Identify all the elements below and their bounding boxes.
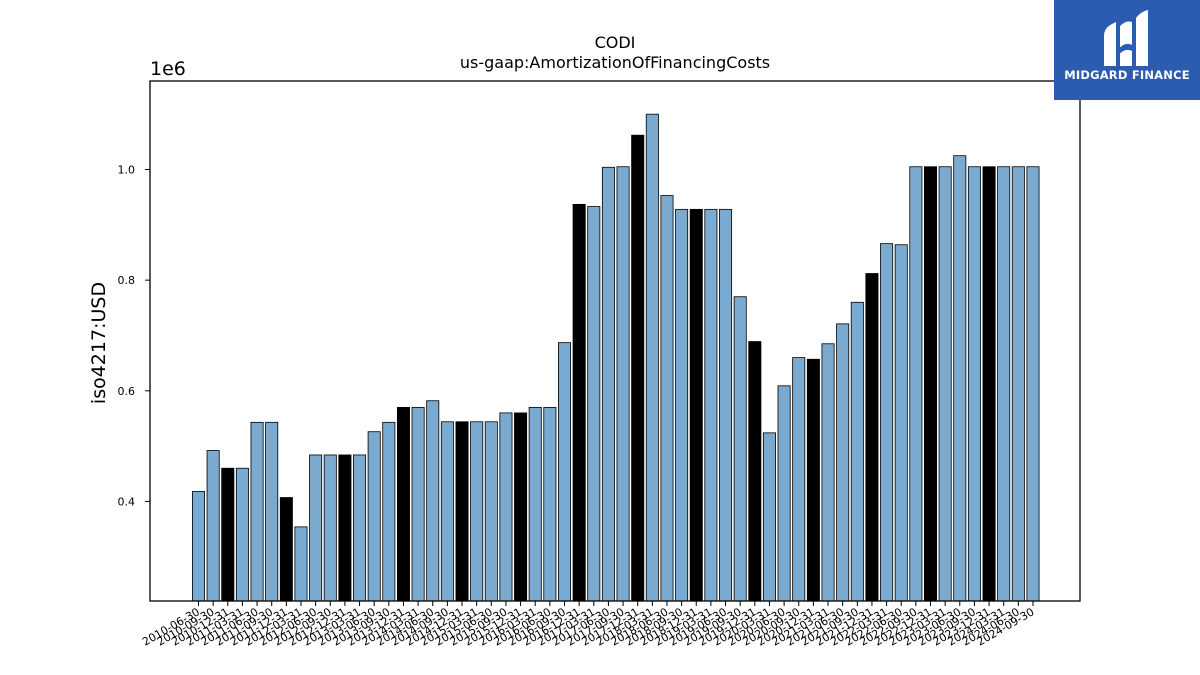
brand-logo: MIDGARD FINANCE: [1054, 0, 1200, 100]
bar-2013-09-30: [382, 421, 396, 602]
bar-2012-03-31: [294, 526, 308, 602]
y-tick-label: 0.8: [118, 274, 136, 287]
bar-2023-09-30: [967, 166, 981, 602]
plot-frame: [149, 80, 1081, 602]
bar-2010-06-30: [191, 491, 205, 602]
bar-2024-09-30: [1026, 166, 1040, 602]
bar-2011-03-31: [235, 467, 249, 602]
bar-2020-06-30: [777, 385, 791, 602]
bar-2010-09-30: [206, 450, 220, 602]
bar-2024-06-30: [1011, 166, 1025, 602]
bar-2018-12-31: [689, 208, 703, 602]
bar-2017-06-30: [601, 166, 615, 602]
bar-2013-12-31: [396, 406, 410, 602]
bar-2010-12-31: [221, 467, 235, 602]
bar-2021-03-31: [821, 343, 835, 602]
bar-2012-06-30: [309, 454, 323, 602]
y-offset-label: 1e6: [150, 58, 186, 80]
bar-2018-09-30: [675, 208, 689, 602]
chart-title: CODI: [595, 33, 636, 52]
x-ticks-group: 2010-06-302010-09-302010-12-312011-03-31…: [140, 601, 1036, 649]
bar-2016-06-30: [543, 406, 557, 602]
bar-2024-03-31: [997, 166, 1011, 602]
bar-2011-06-30: [250, 421, 264, 602]
y-tick-label: 0.4: [118, 495, 136, 508]
bar-2014-06-30: [426, 400, 440, 602]
bar-2022-06-30: [894, 244, 908, 602]
bar-2017-12-31: [631, 134, 645, 602]
bar-2016-03-31: [528, 406, 542, 602]
y-tick-label: 0.6: [118, 385, 136, 398]
bar-2014-03-31: [411, 406, 425, 602]
bar-2020-03-31: [762, 432, 776, 602]
bar-2022-12-31: [924, 166, 938, 602]
bar-2011-12-31: [279, 497, 293, 602]
bar-2022-09-30: [909, 166, 923, 602]
bar-2013-06-30: [367, 431, 381, 602]
bar-2011-09-30: [265, 421, 279, 602]
bar-2021-09-30: [850, 301, 864, 602]
bar-2021-12-31: [865, 273, 879, 602]
bar-2020-12-31: [806, 358, 820, 602]
bar-2017-03-31: [587, 206, 601, 602]
logo-text: MIDGARD FINANCE: [1064, 68, 1190, 82]
bar-2022-03-31: [880, 243, 894, 602]
bar-2023-06-30: [953, 155, 967, 602]
bar-2019-06-30: [719, 208, 733, 602]
bar-2016-12-31: [572, 203, 586, 602]
y-tick-label: 1.0: [118, 164, 136, 177]
bar-2021-06-30: [836, 323, 850, 602]
bar-2013-03-31: [353, 454, 367, 602]
bar-2012-12-31: [338, 454, 352, 602]
bar-2020-09-30: [792, 357, 806, 602]
bar-2012-09-30: [323, 454, 337, 602]
bar-2015-12-31: [514, 412, 528, 602]
midgard-logo-icon: [1104, 10, 1148, 66]
bar-2017-09-30: [616, 166, 630, 602]
bar-2016-09-30: [558, 342, 572, 602]
bars-group: [191, 113, 1040, 602]
bar-2023-12-31: [982, 166, 996, 602]
y-axis-label: iso4217:USD: [88, 282, 110, 404]
bar-2019-03-31: [704, 208, 718, 602]
bar-2019-12-31: [748, 341, 762, 602]
bar-2018-06-30: [660, 195, 674, 602]
chart-subtitle: us-gaap:AmortizationOfFinancingCosts: [460, 53, 770, 72]
bar-2015-06-30: [484, 421, 498, 602]
y-ticks-group: 0.4 0.6 0.8 1.0: [118, 164, 150, 508]
bar-2015-03-31: [470, 421, 484, 602]
bar-2018-03-31: [645, 113, 659, 602]
bar-2023-03-31: [938, 166, 952, 602]
bar-2015-09-30: [499, 412, 513, 602]
bar-2019-09-30: [733, 296, 747, 602]
bar-2014-12-31: [455, 421, 469, 602]
bar-2014-09-30: [440, 421, 454, 602]
